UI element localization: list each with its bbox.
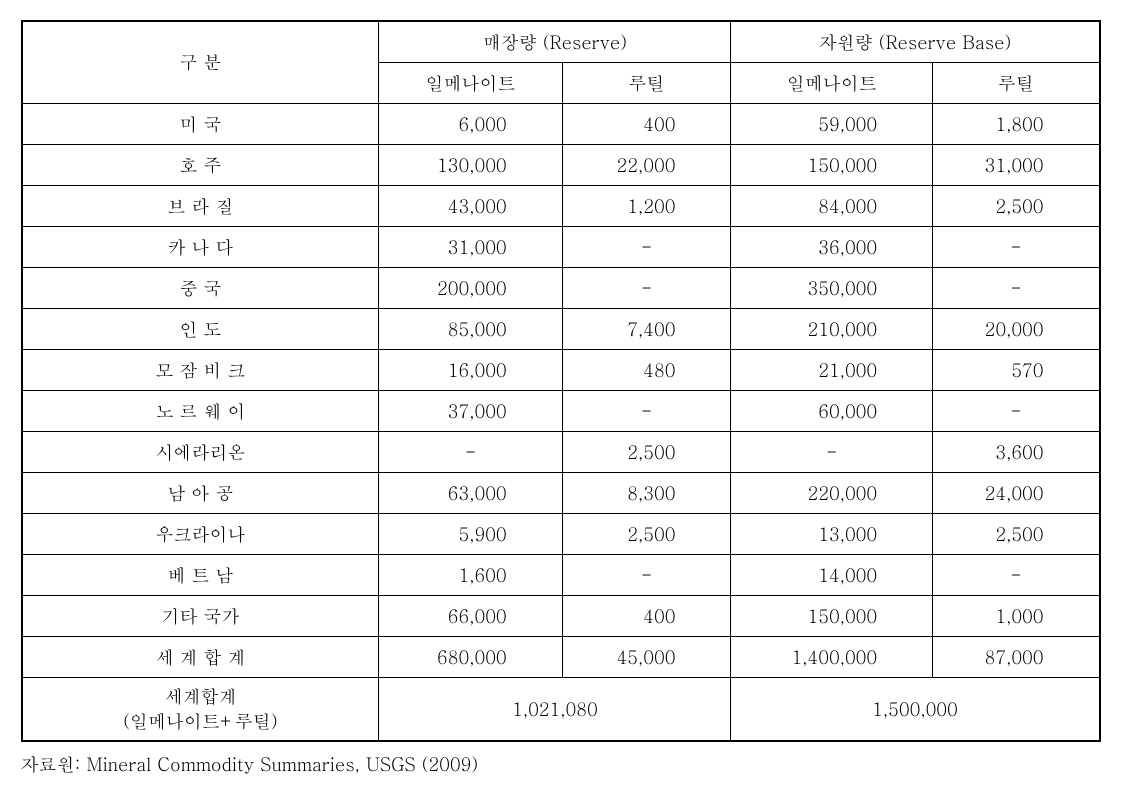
data-cell: 13,000 — [731, 514, 933, 555]
data-cell: 2,500 — [562, 514, 731, 555]
table-row: 호 주130,00022,000150,00031,000 — [22, 145, 1100, 186]
table-row: 모 잠 비 크16,00048021,000570 — [22, 350, 1100, 391]
country-cell: 미 국 — [22, 104, 379, 145]
data-cell: 130,000 — [379, 145, 562, 186]
data-cell: 7,400 — [562, 309, 731, 350]
world-total-reserve-base: 1,500,000 — [731, 678, 1100, 742]
data-cell: 31,000 — [933, 145, 1100, 186]
col-header-reserve-base: 자원량 (Reserve Base) — [731, 21, 1100, 63]
data-cell: 350,000 — [731, 268, 933, 309]
data-cell: - — [562, 391, 731, 432]
data-cell: 22,000 — [562, 145, 731, 186]
data-cell: 36,000 — [731, 227, 933, 268]
col-header-ilmenite-1: 일메나이트 — [379, 63, 562, 104]
country-cell: 기타 국가 — [22, 596, 379, 637]
table-row: 인 도85,0007,400210,00020,000 — [22, 309, 1100, 350]
data-cell: 66,000 — [379, 596, 562, 637]
data-cell: 2,500 — [933, 514, 1100, 555]
data-cell: 21,000 — [731, 350, 933, 391]
data-cell: - — [562, 227, 731, 268]
data-cell: 6,000 — [379, 104, 562, 145]
table-row: 노 르 웨 이37,000-60,000- — [22, 391, 1100, 432]
country-cell: 모 잠 비 크 — [22, 350, 379, 391]
data-cell: 570 — [933, 350, 1100, 391]
data-cell: - — [731, 432, 933, 473]
data-cell: 20,000 — [933, 309, 1100, 350]
data-cell: 680,000 — [379, 637, 562, 678]
world-total-row: 세계합계 (일메나이트+루틸) 1,021,080 1,500,000 — [22, 678, 1100, 742]
data-cell: 24,000 — [933, 473, 1100, 514]
data-cell: 60,000 — [731, 391, 933, 432]
data-cell: - — [933, 555, 1100, 596]
col-header-ilmenite-2: 일메나이트 — [731, 63, 933, 104]
country-cell: 우크라이나 — [22, 514, 379, 555]
data-cell: 1,800 — [933, 104, 1100, 145]
data-cell: 59,000 — [731, 104, 933, 145]
data-cell: 85,000 — [379, 309, 562, 350]
data-cell: 480 — [562, 350, 731, 391]
header-row-1: 구 분 매장량 (Reserve) 자원량 (Reserve Base) — [22, 21, 1100, 63]
country-cell: 호 주 — [22, 145, 379, 186]
country-cell: 남 아 공 — [22, 473, 379, 514]
world-total-label-line1: 세계합계 — [164, 684, 236, 709]
data-cell: 2,500 — [933, 186, 1100, 227]
data-cell: 37,000 — [379, 391, 562, 432]
data-cell: 200,000 — [379, 268, 562, 309]
data-cell: 31,000 — [379, 227, 562, 268]
data-cell: 5,900 — [379, 514, 562, 555]
country-cell: 브 라 질 — [22, 186, 379, 227]
country-cell: 중 국 — [22, 268, 379, 309]
col-header-rutile-2: 루틸 — [933, 63, 1100, 104]
data-cell: - — [379, 432, 562, 473]
country-cell: 세 계 합 계 — [22, 637, 379, 678]
data-cell: 1,400,000 — [731, 637, 933, 678]
table-row: 우크라이나5,9002,50013,0002,500 — [22, 514, 1100, 555]
data-cell: 220,000 — [731, 473, 933, 514]
data-cell: 8,300 — [562, 473, 731, 514]
data-cell: 400 — [562, 596, 731, 637]
data-cell: 3,600 — [933, 432, 1100, 473]
country-cell: 노 르 웨 이 — [22, 391, 379, 432]
reserves-table: 구 분 매장량 (Reserve) 자원량 (Reserve Base) 일메나… — [21, 20, 1101, 742]
country-cell: 카 나 다 — [22, 227, 379, 268]
data-cell: 150,000 — [731, 145, 933, 186]
data-cell: 400 — [562, 104, 731, 145]
table-row: 브 라 질43,0001,20084,0002,500 — [22, 186, 1100, 227]
data-cell: 150,000 — [731, 596, 933, 637]
data-cell: - — [933, 391, 1100, 432]
table-row: 중 국200,000-350,000- — [22, 268, 1100, 309]
data-cell: - — [562, 268, 731, 309]
table-row: 기타 국가66,000400150,0001,000 — [22, 596, 1100, 637]
col-header-category: 구 분 — [22, 21, 379, 104]
world-total-reserve: 1,021,080 — [379, 678, 731, 742]
data-cell: - — [933, 268, 1100, 309]
data-cell: 1,600 — [379, 555, 562, 596]
data-cell: 87,000 — [933, 637, 1100, 678]
table-row: 미 국6,00040059,0001,800 — [22, 104, 1100, 145]
data-cell: 2,500 — [562, 432, 731, 473]
table-row: 세 계 합 계680,00045,0001,400,00087,000 — [22, 637, 1100, 678]
data-cell: 84,000 — [731, 186, 933, 227]
source-note: 자료원: Mineral Commodity Summaries, USGS (… — [21, 752, 1101, 777]
data-cell: - — [933, 227, 1100, 268]
country-cell: 인 도 — [22, 309, 379, 350]
col-header-reserve: 매장량 (Reserve) — [379, 21, 731, 63]
data-cell: 45,000 — [562, 637, 731, 678]
data-cell: 43,000 — [379, 186, 562, 227]
data-cell: - — [562, 555, 731, 596]
data-cell: 1,200 — [562, 186, 731, 227]
data-cell: 1,000 — [933, 596, 1100, 637]
country-cell: 베 트 남 — [22, 555, 379, 596]
data-cell: 63,000 — [379, 473, 562, 514]
table-row: 베 트 남1,600-14,000- — [22, 555, 1100, 596]
table-row: 카 나 다31,000-36,000- — [22, 227, 1100, 268]
data-cell: 14,000 — [731, 555, 933, 596]
data-cell: 210,000 — [731, 309, 933, 350]
world-total-label: 세계합계 (일메나이트+루틸) — [22, 678, 379, 742]
table-row: 남 아 공63,0008,300220,00024,000 — [22, 473, 1100, 514]
table-row: 시에라리온-2,500-3,600 — [22, 432, 1100, 473]
col-header-rutile-1: 루틸 — [562, 63, 731, 104]
data-cell: 16,000 — [379, 350, 562, 391]
country-cell: 시에라리온 — [22, 432, 379, 473]
